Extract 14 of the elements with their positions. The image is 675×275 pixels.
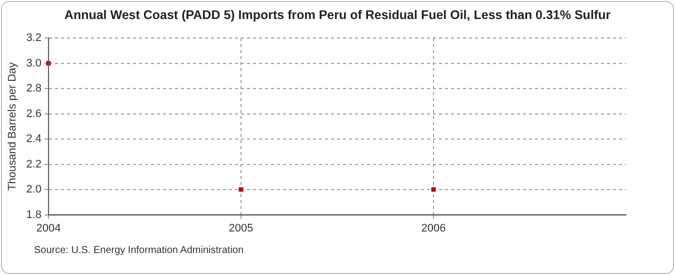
- y-tick-label: 2.2: [26, 158, 42, 170]
- y-tick-label: 2.6: [26, 108, 42, 120]
- y-tick-label: 3.2: [26, 32, 42, 44]
- x-tick-label: 2006: [421, 222, 446, 234]
- x-tick-label: 2005: [228, 222, 254, 234]
- chart-title: Annual West Coast (PADD 5) Imports from Peru of Residual Fuel Oil, Less than 0.31% Sulfur: [63, 8, 612, 22]
- y-tick-label: 1.8: [26, 208, 42, 221]
- y-tick-label: 2.0: [26, 184, 42, 196]
- source-note: Source: U.S. Energy Information Administration: [34, 245, 244, 256]
- y-tick-label: 2.4: [26, 133, 42, 146]
- y-tick-label: 3.0: [26, 57, 42, 70]
- x-tick-label: 2004: [36, 222, 61, 234]
- y-tick-label: 2.8: [26, 82, 42, 95]
- y-axis-title: Thousand Barrels per Day: [6, 62, 19, 191]
